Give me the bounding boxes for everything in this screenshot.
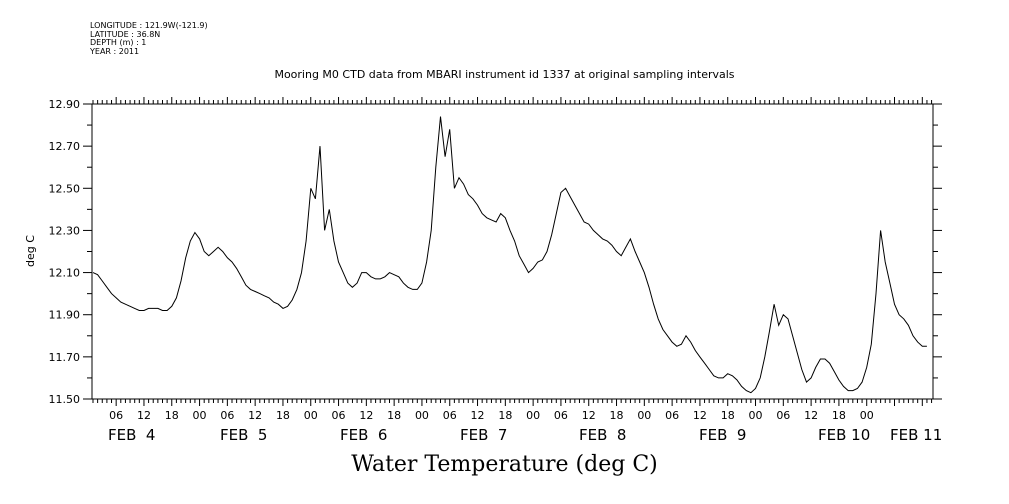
hour-tick-label: 00 — [637, 409, 651, 422]
hour-tick-label: 18 — [165, 409, 179, 422]
variable-label: Water Temperature (deg C) — [351, 452, 658, 477]
hour-tick-label: 18 — [721, 409, 735, 422]
date-label: FEB 11 — [890, 426, 942, 444]
depth-text: DEPTH (m) : 1 — [90, 38, 147, 47]
hour-tick-label: 18 — [387, 409, 401, 422]
date-label: FEB 10 — [818, 426, 870, 444]
date-label: FEB 6 — [340, 426, 387, 444]
chart-title: Mooring M0 CTD data from MBARI instrumen… — [274, 68, 735, 81]
hour-tick-label: 12 — [137, 409, 151, 422]
hour-tick-label: 00 — [415, 409, 429, 422]
y-tick-label: 11.70 — [49, 351, 81, 364]
hour-tick-label: 00 — [304, 409, 318, 422]
date-labels: FEB 4 FEB 5 FEB 6 FEB 7 FEB 8 FEB 9 FEB 10 FEB … — [108, 426, 942, 444]
hour-tick-label: 06 — [776, 409, 790, 422]
series-line-water-temperature — [92, 116, 927, 394]
latitude-text: LATITUDE : 36.8N — [90, 29, 161, 39]
hour-tick-label: 18 — [498, 409, 512, 422]
hour-tick-label: 12 — [359, 409, 373, 422]
y-tick-label: 11.90 — [49, 309, 81, 322]
hour-tick-label: 00 — [860, 409, 874, 422]
hour-tick-label: 06 — [109, 409, 123, 422]
axis-ticks — [83, 97, 942, 406]
date-label: FEB 7 — [460, 426, 507, 444]
date-label: FEB 8 — [579, 426, 626, 444]
hour-tick-label: 12 — [804, 409, 818, 422]
hour-tick-label: 00 — [526, 409, 540, 422]
hour-tick-label: 06 — [554, 409, 568, 422]
y-tick-label: 12.30 — [49, 224, 81, 237]
y-tick-labels: 11.50 11.70 11.90 12.10 12.30 12.50 12.70 12.90 — [49, 98, 81, 406]
year-text: YEAR : 2011 — [90, 46, 140, 56]
hour-tick-label: 06 — [665, 409, 679, 422]
hour-tick-label: 12 — [248, 409, 262, 422]
hour-tick-label: 00 — [193, 409, 207, 422]
hour-tick-label: 18 — [276, 409, 290, 422]
hour-tick-label: 12 — [582, 409, 596, 422]
longitude-text: LONGITUDE : 121.9W(-121.9) — [90, 21, 208, 30]
hour-tick-label: 06 — [332, 409, 346, 422]
hour-tick-label: 06 — [220, 409, 234, 422]
y-tick-label: 12.10 — [49, 267, 81, 280]
metadata-block: LONGITUDE : 121.9W(-121.9) LATITUDE : 36… — [90, 21, 208, 56]
y-axis-label: deg C — [24, 235, 37, 267]
hour-tick-label: 12 — [471, 409, 485, 422]
y-tick-label: 12.70 — [49, 140, 81, 153]
date-label: FEB 5 — [220, 426, 267, 444]
y-tick-label: 12.90 — [49, 98, 81, 111]
hour-tick-label: 00 — [749, 409, 763, 422]
hour-tick-label: 06 — [443, 409, 457, 422]
hour-tick-label: 18 — [610, 409, 624, 422]
plot-frame — [91, 103, 934, 400]
y-tick-label: 12.50 — [49, 182, 81, 195]
hour-tick-label: 18 — [832, 409, 846, 422]
hour-tick-label: 12 — [693, 409, 707, 422]
y-tick-label: 11.50 — [49, 393, 81, 406]
date-label: FEB 4 — [108, 426, 155, 444]
date-label: FEB 9 — [699, 426, 746, 444]
hour-tick-labels: 06 12 18 00 06 12 18 00 06 12 18 00 06 12 18 00 06 12 18 00… — [109, 409, 874, 422]
